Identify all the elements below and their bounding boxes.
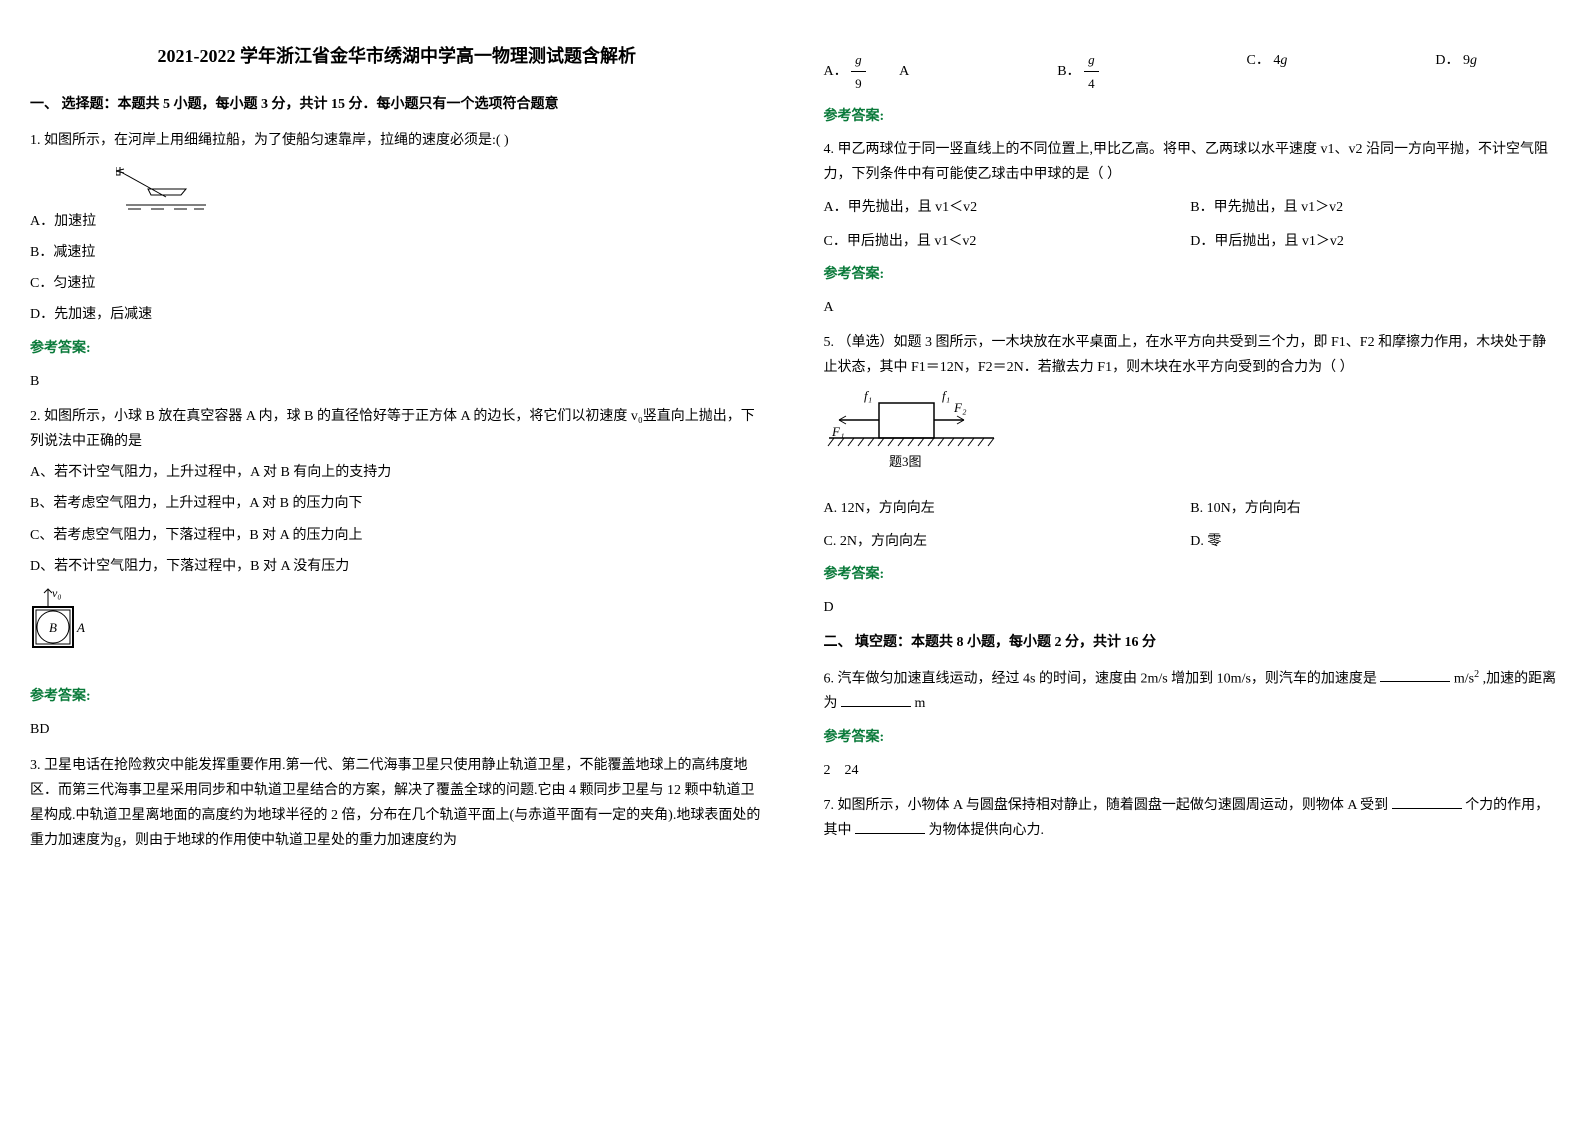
q3-optA: A． g9 A	[824, 48, 910, 96]
section2-heading: 二、 填空题：本题共 8 小题，每小题 2 分，共计 16 分	[824, 630, 1558, 655]
answer-label: 参考答案:	[824, 562, 1558, 587]
blank	[841, 693, 911, 707]
left-column: 2021-2022 学年浙江省金华市绣湖中学高一物理测试题含解析 一、 选择题：…	[0, 0, 794, 1122]
svg-text:B: B	[49, 620, 57, 635]
q3-optD: D． 9g	[1435, 48, 1477, 96]
q1-answer: B	[30, 369, 764, 394]
page-title: 2021-2022 学年浙江省金华市绣湖中学高一物理测试题含解析	[30, 40, 764, 72]
q5-text: 5. （单选）如题 3 图所示，一木块放在水平桌面上，在水平方向共受到三个力，即…	[824, 330, 1558, 380]
q1-optA: A．加速拉	[30, 209, 96, 234]
q5-optC: C. 2N，方向向左	[824, 529, 1191, 554]
svg-text:v₀: v₀	[52, 587, 62, 600]
q4-optC: C．甲后抛出，且 v1＜v2	[824, 229, 1191, 254]
q3-optB: B． g4	[1057, 48, 1098, 96]
q6-answer: 2 24	[824, 758, 1558, 783]
blank	[855, 820, 925, 834]
question-6: 6. 汽车做匀加速直线运动，经过 4s 的时间，速度由 2m/s 增加到 10m…	[824, 666, 1558, 783]
svg-text:题3图: 题3图	[889, 454, 922, 469]
q3-text: 3. 卫星电话在抢险救灾中能发挥重要作用.第一代、第二代海事卫星只使用静止轨道卫…	[30, 753, 764, 854]
box-ball-diagram: v₀ B A	[30, 587, 764, 676]
blank	[1392, 795, 1462, 809]
question-2: 2. 如图所示，小球 B 放在真空容器 A 内，球 B 的直径恰好等于正方体 A…	[30, 404, 764, 743]
svg-text:F₁: F₁	[831, 424, 844, 439]
q5-optD: D. 零	[1190, 529, 1557, 554]
q2-optC: C、若考虑空气阻力，下落过程中，B 对 A 的压力向上	[30, 523, 764, 548]
q5-optB: B. 10N，方向向右	[1190, 496, 1557, 521]
q1-optC: C．匀速拉	[30, 271, 764, 296]
question-4: 4. 甲乙两球位于同一竖直线上的不同位置上,甲比乙高。将甲、乙两球以水平速度 v…	[824, 137, 1558, 320]
q2-optD: D、若不计空气阻力，下落过程中，B 对 A 没有压力	[30, 554, 764, 579]
answer-label: 参考答案:	[824, 104, 1558, 129]
q4-text: 4. 甲乙两球位于同一竖直线上的不同位置上,甲比乙高。将甲、乙两球以水平速度 v…	[824, 137, 1558, 187]
q1-optD: D．先加速，后减速	[30, 302, 764, 327]
question-5: 5. （单选）如题 3 图所示，一木块放在水平桌面上，在水平方向共受到三个力，即…	[824, 330, 1558, 620]
q4-optD: D．甲后抛出，且 v1＞v2	[1190, 229, 1557, 254]
question-1: 1. 如图所示，在河岸上用细绳拉船，为了使船匀速靠岸，拉绳的速度必须是:( ) …	[30, 128, 764, 394]
q1-text: 1. 如图所示，在河岸上用细绳拉船，为了使船匀速靠岸，拉绳的速度必须是:( )	[30, 128, 764, 153]
q2-answer: BD	[30, 717, 764, 742]
q4-optA: A．甲先抛出，且 v1＜v2	[824, 195, 1191, 220]
question-7: 7. 如图所示，小物体 A 与圆盘保持相对静止，随着圆盘一起做匀速圆周运动，则物…	[824, 793, 1558, 843]
q3-optC: C． 4g	[1247, 48, 1288, 96]
q2-optA: A、若不计空气阻力，上升过程中，A 对 B 有向上的支持力	[30, 460, 764, 485]
q3-options: A． g9 A B． g4 C． 4g D． 9g	[824, 48, 1558, 96]
q5-answer: D	[824, 595, 1558, 620]
svg-text:F₂: F₂	[953, 400, 967, 415]
q2-optB: B、若考虑空气阻力，上升过程中，A 对 B 的压力向下	[30, 491, 764, 516]
section1-heading: 一、 选择题：本题共 5 小题，每小题 3 分，共计 15 分．每小题只有一个选…	[30, 92, 764, 117]
q1-optB: B．减速拉	[30, 240, 764, 265]
q7-text: 7. 如图所示，小物体 A 与圆盘保持相对静止，随着圆盘一起做匀速圆周运动，则物…	[824, 793, 1558, 843]
answer-label: 参考答案:	[30, 684, 764, 709]
svg-text:f₁: f₁	[864, 388, 872, 403]
q2-text: 2. 如图所示，小球 B 放在真空容器 A 内，球 B 的直径恰好等于正方体 A…	[30, 404, 764, 454]
right-column: A． g9 A B． g4 C． 4g D． 9g 参考答案: 4. 甲乙两球位…	[794, 0, 1587, 1122]
q4-optB: B．甲先抛出，且 v1＞v2	[1190, 195, 1557, 220]
answer-label: 参考答案:	[30, 336, 764, 361]
svg-text:f₁: f₁	[942, 388, 950, 403]
blank	[1380, 668, 1450, 682]
question-3: 3. 卫星电话在抢险救灾中能发挥重要作用.第一代、第二代海事卫星只使用静止轨道卫…	[30, 753, 764, 854]
q4-answer: A	[824, 295, 1558, 320]
q6-text: 6. 汽车做匀加速直线运动，经过 4s 的时间，速度由 2m/s 增加到 10m…	[824, 666, 1558, 717]
answer-label: 参考答案:	[824, 725, 1558, 750]
boat-diagram	[116, 167, 216, 226]
block-force-diagram: f₁ f₁ F₁ F₂	[824, 388, 1558, 487]
answer-label: 参考答案:	[824, 262, 1558, 287]
q5-optA: A. 12N，方向向左	[824, 496, 1191, 521]
svg-text:A: A	[76, 620, 85, 635]
